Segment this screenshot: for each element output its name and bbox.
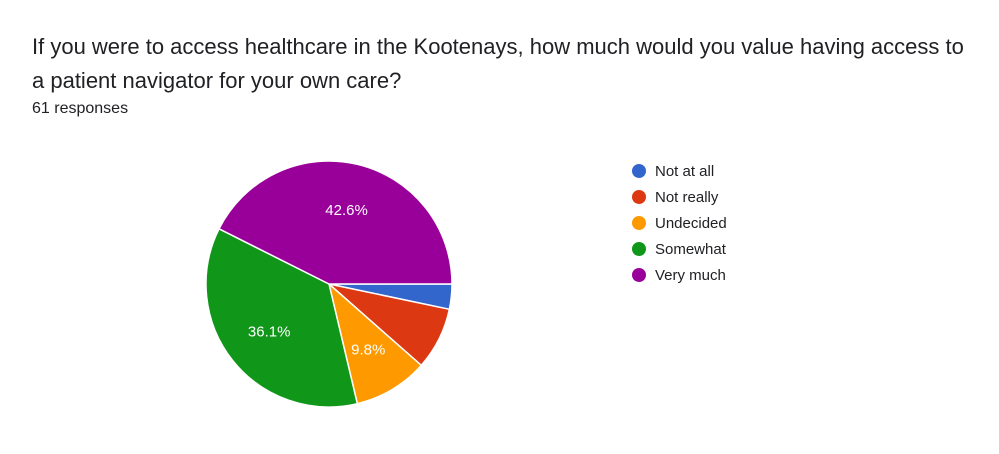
legend-item-not-really: Not really xyxy=(632,184,727,210)
slice-label-somewhat: 36.1% xyxy=(248,323,291,340)
response-count: 61 responses xyxy=(32,100,129,117)
pie-slice-undecided xyxy=(327,281,423,405)
legend-item-undecided: Undecided xyxy=(632,210,727,236)
legend-label: Somewhat xyxy=(655,240,726,258)
legend-swatch xyxy=(632,164,646,178)
legend-swatch xyxy=(632,190,646,204)
legend-swatch xyxy=(632,216,646,230)
pie-slice-very-much xyxy=(218,160,453,285)
legend-item-very-much: Very much xyxy=(632,262,727,288)
legend-swatch xyxy=(632,242,646,256)
chart-legend: Not at all Not really Undecided Somewhat Ver… xyxy=(632,158,727,288)
pie-slice-somewhat xyxy=(205,227,359,408)
legend-item-somewhat: Somewhat xyxy=(632,236,727,262)
question-title: If you were to access healthcare in the … xyxy=(32,34,964,93)
legend-label: Very much xyxy=(655,266,726,284)
slice-label-undecided: 9.8% xyxy=(351,341,385,358)
legend-item-not-at-all: Not at all xyxy=(632,158,727,184)
legend-label: Not really xyxy=(655,188,719,206)
slice-label-very-much: 42.6% xyxy=(325,202,368,219)
legend-swatch xyxy=(632,268,646,282)
legend-label: Undecided xyxy=(655,214,727,232)
legend-label: Not at all xyxy=(655,162,715,180)
